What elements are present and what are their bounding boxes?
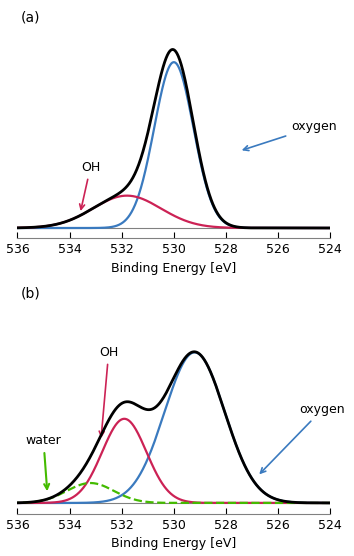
- Text: water: water: [25, 434, 61, 489]
- Text: OH: OH: [99, 346, 118, 436]
- Text: oxygen: oxygen: [261, 404, 344, 473]
- Text: (b): (b): [21, 286, 40, 300]
- X-axis label: Binding Energy [eV]: Binding Energy [eV]: [111, 538, 236, 550]
- Text: OH: OH: [80, 161, 100, 209]
- X-axis label: Binding Energy [eV]: Binding Energy [eV]: [111, 261, 236, 275]
- Text: (a): (a): [21, 10, 40, 24]
- Text: oxygen: oxygen: [244, 121, 337, 151]
